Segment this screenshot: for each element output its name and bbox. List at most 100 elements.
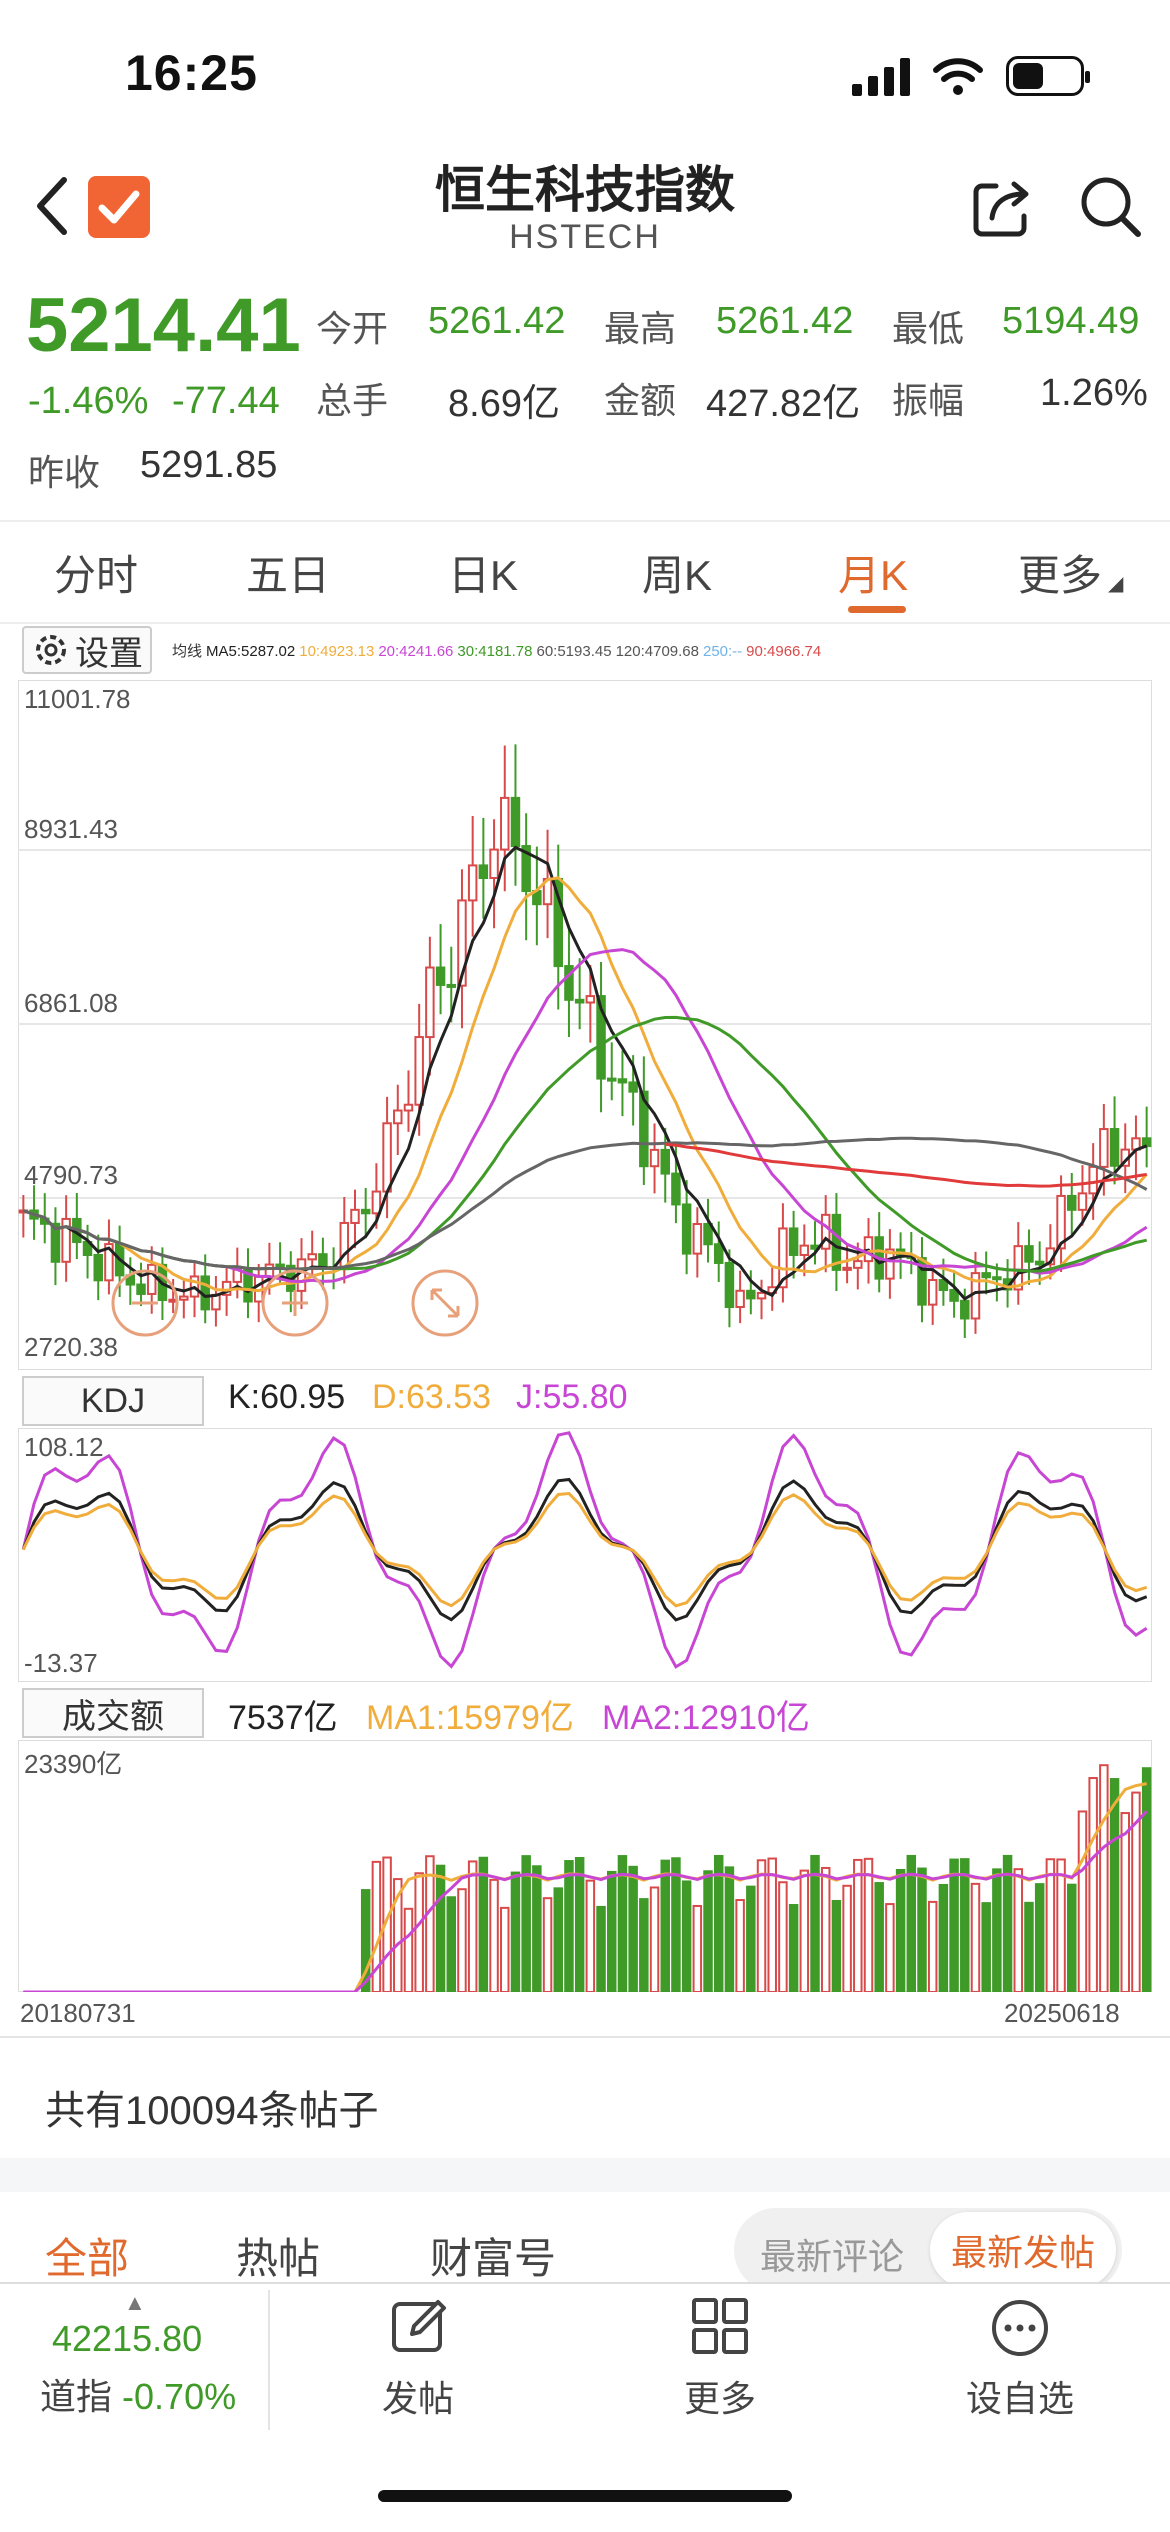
sort-latest-post[interactable]: 最新发帖	[930, 2212, 1116, 2288]
filter-all[interactable]: 全部	[45, 2235, 130, 2282]
page-subtitle: HSTECH	[509, 218, 661, 256]
candle-body	[628, 1081, 638, 1093]
tab-daily-k[interactable]: 日K	[448, 552, 519, 599]
tab-monthly-k[interactable]: 月K	[838, 552, 909, 599]
change-abs: -77.44	[172, 380, 280, 422]
grid-more-icon[interactable]	[692, 2298, 748, 2354]
candle-body	[275, 1263, 285, 1268]
candle-body	[585, 995, 596, 1004]
kdj-selector[interactable]: KDJ	[22, 1376, 204, 1426]
settings-button[interactable]: 设置	[22, 626, 152, 674]
turnover-bar	[489, 1878, 499, 1992]
turnover-bar	[960, 1858, 970, 1992]
edit-post-icon[interactable]	[390, 2296, 450, 2356]
filter-hot[interactable]: 热帖	[236, 2235, 321, 2282]
zoom-in-button[interactable]	[260, 1268, 330, 1338]
turnover-bar	[1002, 1854, 1013, 1992]
divider	[0, 2036, 1170, 2038]
candle-body	[339, 1221, 350, 1270]
candle-body	[1067, 1194, 1077, 1211]
candle-body	[425, 966, 435, 1039]
post-button-label[interactable]: 发帖	[381, 2378, 454, 2419]
more-button-label[interactable]: 更多	[683, 2378, 756, 2419]
bottom-divider	[268, 2290, 270, 2430]
zoom-out-button[interactable]	[110, 1268, 180, 1338]
candle-body	[885, 1248, 895, 1280]
turnover-bar	[874, 1882, 884, 1992]
turnover-bar	[457, 1888, 467, 1992]
candle-body	[692, 1223, 703, 1255]
ticker-index-line[interactable]: 道指 -0.70%	[40, 2368, 236, 2420]
candle-body	[574, 998, 585, 1004]
filter-fortune[interactable]: 财富号	[430, 2235, 557, 2282]
add-watchlist-icon[interactable]	[990, 2298, 1050, 2358]
turnover-bar	[831, 1899, 842, 1992]
candle-body	[1056, 1194, 1066, 1250]
candle-body	[1034, 1260, 1045, 1266]
turnover-bar	[360, 1889, 371, 1992]
candle-body	[1088, 1165, 1098, 1195]
candle-body	[93, 1254, 103, 1282]
watchlist-checked-icon[interactable]	[88, 176, 150, 238]
turnover-ma1: MA1:15979亿	[366, 1699, 574, 1737]
ma90-line	[665, 1142, 1147, 1188]
expand-up-icon[interactable]: ▲	[124, 2290, 146, 2315]
turnover-bar	[895, 1868, 906, 1992]
tab-intraday[interactable]: 分时	[54, 552, 139, 599]
candle-body	[842, 1266, 852, 1271]
search-icon[interactable]	[1078, 174, 1144, 240]
candle-body	[371, 1190, 382, 1215]
sort-latest-comment[interactable]: 最新评论	[760, 2236, 905, 2277]
candle-body	[104, 1243, 114, 1282]
candle-body	[756, 1291, 767, 1300]
turnover-bar	[756, 1859, 767, 1992]
turnover-ma2-line	[23, 1810, 1148, 1992]
turnover-bar	[778, 1881, 788, 1992]
tab-more[interactable]: 更多 ◢	[1018, 542, 1123, 603]
ticker-index-change: -0.70%	[122, 2376, 237, 2417]
turnover-bar	[596, 1905, 606, 1992]
turnover-bar	[992, 1868, 1002, 1992]
gear-icon	[36, 635, 66, 665]
x-axis-end: 20250618	[1004, 1998, 1120, 2028]
y-tick-3: 6861.08	[24, 988, 118, 1018]
turnover-bar	[1099, 1764, 1109, 1992]
turnover-bar	[1109, 1778, 1120, 1992]
turnover-bar	[885, 1903, 895, 1992]
back-icon[interactable]	[32, 176, 72, 236]
high-value: 5261.42	[716, 300, 854, 342]
candle-body	[799, 1244, 810, 1256]
fullscreen-button[interactable]	[410, 1268, 480, 1338]
turnover-bar	[1045, 1858, 1056, 1992]
candle-body	[639, 1090, 649, 1168]
turnover-bar	[467, 1860, 478, 1992]
turnover-bar	[1013, 1868, 1024, 1992]
candle-body	[938, 1279, 949, 1291]
candle-body	[735, 1289, 745, 1309]
kdj-d-line	[21, 1491, 1148, 1608]
candlestick-chart[interactable]	[18, 680, 1152, 1370]
candle-body	[446, 983, 457, 988]
candle-body	[649, 1148, 660, 1168]
amplitude-label: 振幅	[892, 380, 965, 421]
candle-body	[403, 1103, 414, 1112]
tab-weekly-k[interactable]: 周K	[642, 552, 713, 599]
candle-body	[660, 1148, 670, 1175]
y-tick-4: 4790.73	[24, 1160, 118, 1190]
turnover-bar	[692, 1904, 703, 1992]
candle-body	[853, 1260, 863, 1269]
tab-five-day[interactable]: 五日	[246, 552, 331, 599]
current-price: 5214.41	[26, 283, 301, 368]
turnover-selector[interactable]: 成交额	[22, 1688, 204, 1738]
candle-body	[467, 864, 478, 902]
candle-body	[489, 848, 499, 880]
candle-body	[703, 1223, 713, 1246]
candle-body	[1013, 1245, 1024, 1291]
ticker-index-value[interactable]: 42215.80	[52, 2318, 203, 2359]
x-axis-start: 20180731	[20, 1998, 136, 2028]
share-icon[interactable]	[970, 176, 1034, 240]
turnover-y-top: 23390亿	[24, 1749, 123, 1779]
ma20-legend: 20:4241.66	[378, 643, 454, 660]
watchlist-button-label[interactable]: 设自选	[965, 2378, 1074, 2419]
turnover-bar	[1131, 1791, 1141, 1992]
